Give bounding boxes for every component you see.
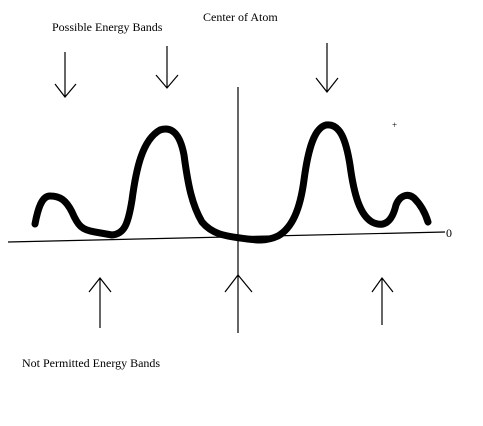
down-arrow: [155, 46, 179, 89]
center-label: Center of Atom: [203, 10, 278, 24]
energy-curve: [31, 121, 432, 244]
down-arrows: [54, 43, 339, 98]
possible-bands-label: Possible Energy Bands: [52, 20, 163, 34]
up-arrow: [88, 277, 112, 328]
not-permitted-label: Not Permitted Energy Bands: [22, 356, 160, 370]
axis-end-label: 0: [446, 226, 452, 240]
up-arrow: [224, 274, 253, 333]
down-arrow: [54, 52, 77, 98]
up-arrow: [371, 276, 394, 325]
plus-mark: +: [392, 120, 397, 130]
down-arrow: [315, 43, 339, 93]
up-arrows: [88, 274, 394, 333]
